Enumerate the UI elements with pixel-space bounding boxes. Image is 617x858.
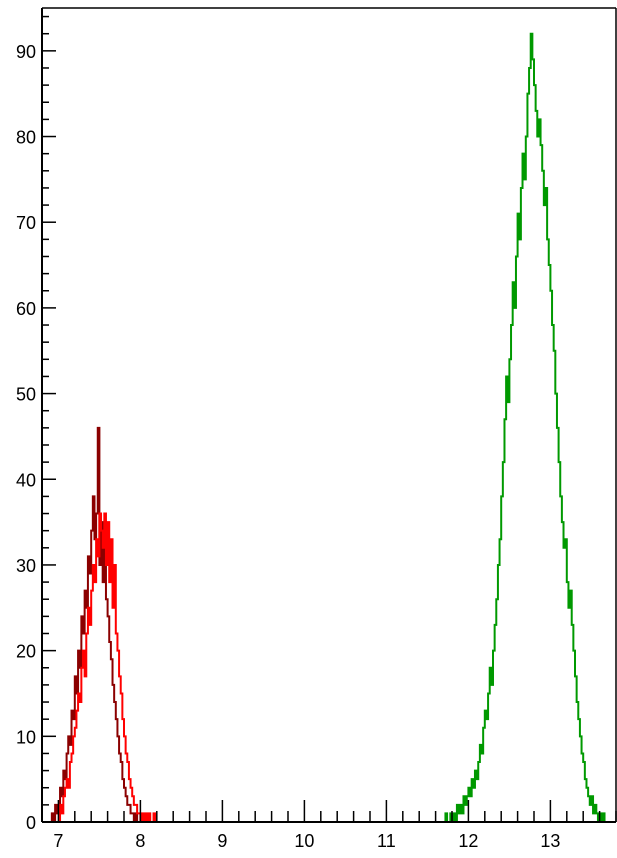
y-tick-label: 60 [16,299,36,319]
x-tick-label: 13 [540,831,560,851]
x-tick-label: 10 [294,831,314,851]
x-tick-label: 7 [53,831,63,851]
y-tick-label: 10 [16,727,36,747]
y-tick-label: 30 [16,556,36,576]
x-tick-label: 12 [458,831,478,851]
y-tick-label: 70 [16,213,36,233]
y-tick-label: 50 [16,385,36,405]
y-tick-label: 20 [16,642,36,662]
x-tick-label: 11 [377,831,396,851]
y-tick-label: 40 [16,470,36,490]
histogram-series-1 [50,426,139,823]
histogram-series-2 [58,512,157,823]
x-tick-label: 9 [217,831,227,851]
series-layer [50,32,608,823]
y-tick-label: 90 [16,42,36,62]
histogram-series-3 [443,32,608,823]
x-tick-label: 8 [135,831,145,851]
y-tick-label: 0 [26,813,36,833]
y-tick-label: 80 [16,128,36,148]
axes-layer: 0 10 20 30 40 50 60 70 80 90 7 8 9 10 11 12 13 [16,7,617,851]
